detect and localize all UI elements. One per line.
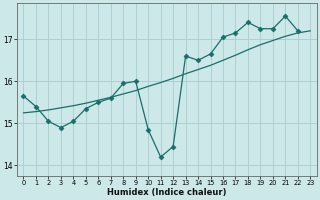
X-axis label: Humidex (Indice chaleur): Humidex (Indice chaleur) [107, 188, 227, 197]
